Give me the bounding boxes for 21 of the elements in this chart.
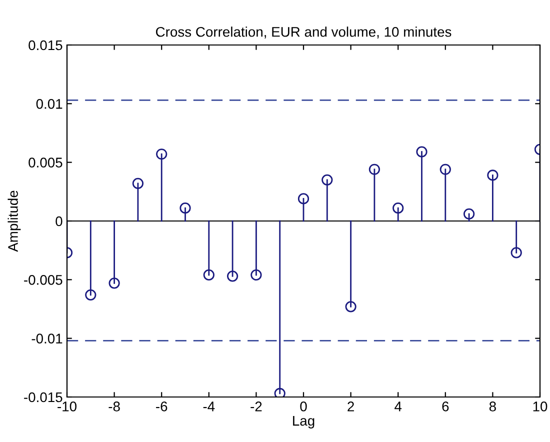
x-tick-label: 4 bbox=[394, 402, 402, 412]
y-tick-label: 0.01 bbox=[36, 99, 62, 109]
x-tick-label: 10 bbox=[533, 402, 548, 412]
x-axis-title: Lag bbox=[293, 416, 314, 428]
y-tick-label: 0.015 bbox=[28, 40, 62, 50]
y-tick-label: 0.005 bbox=[28, 158, 62, 168]
x-tick-label: -10 bbox=[58, 402, 76, 412]
x-tick-label: -2 bbox=[250, 402, 262, 412]
x-tick-label: 8 bbox=[489, 402, 496, 412]
y-tick-label: -0.005 bbox=[24, 275, 62, 285]
y-tick-label: -0.015 bbox=[24, 392, 62, 402]
x-tick-label: 6 bbox=[442, 402, 449, 412]
x-tick-label: 0 bbox=[300, 402, 307, 412]
x-tick-label: -4 bbox=[203, 402, 215, 412]
y-tick-label: 0 bbox=[56, 216, 62, 226]
y-tick-label: -0.01 bbox=[32, 334, 62, 344]
x-tick-label: -8 bbox=[108, 402, 120, 412]
x-tick-label: 2 bbox=[348, 402, 354, 412]
y-axis-title: Amplitude bbox=[8, 190, 21, 252]
x-tick-label: -6 bbox=[156, 402, 168, 412]
chart-title: Cross Correlation, EUR and volume, 10 minutes bbox=[156, 26, 452, 38]
